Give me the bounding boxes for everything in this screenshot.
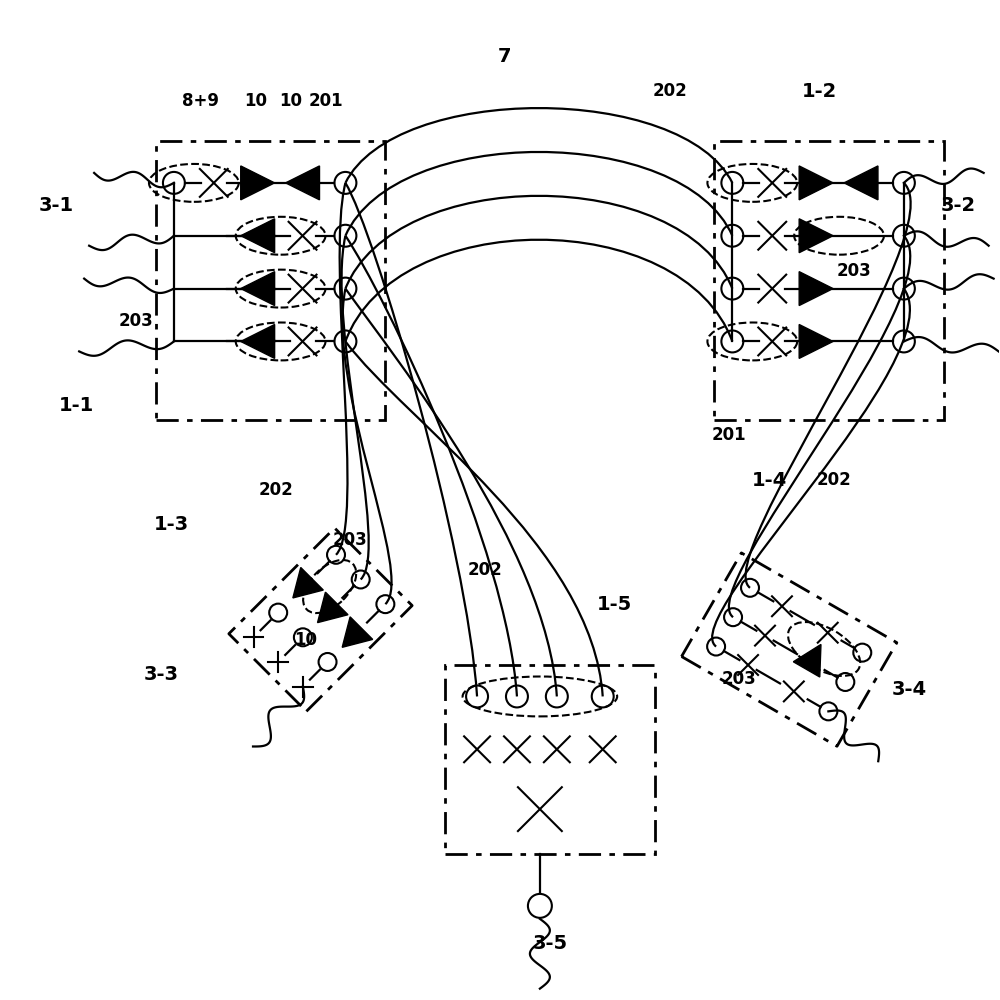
Text: 3-5: 3-5 — [532, 934, 567, 953]
Polygon shape — [241, 324, 275, 358]
Bar — [445, 665, 655, 854]
Text: 3-4: 3-4 — [891, 680, 926, 699]
Polygon shape — [293, 567, 323, 598]
Text: 201: 201 — [712, 426, 747, 444]
Polygon shape — [793, 644, 821, 677]
Text: 3-1: 3-1 — [39, 196, 74, 215]
Text: 3-3: 3-3 — [143, 665, 178, 684]
Text: 1-5: 1-5 — [597, 595, 632, 614]
Polygon shape — [241, 219, 275, 253]
Text: 1-2: 1-2 — [801, 82, 837, 101]
Text: 203: 203 — [837, 262, 871, 280]
Polygon shape — [241, 166, 275, 200]
Text: 202: 202 — [468, 561, 502, 579]
Text: 1-1: 1-1 — [59, 396, 94, 415]
Polygon shape — [286, 166, 320, 200]
Text: 1-4: 1-4 — [752, 471, 787, 490]
Text: 10: 10 — [244, 92, 267, 110]
Text: 203: 203 — [333, 531, 368, 549]
Polygon shape — [799, 272, 833, 306]
Polygon shape — [844, 166, 878, 200]
Text: 203: 203 — [722, 670, 757, 688]
Polygon shape — [799, 324, 833, 358]
Polygon shape — [342, 617, 373, 647]
Text: 201: 201 — [308, 92, 343, 110]
Polygon shape — [799, 219, 833, 253]
Polygon shape — [241, 272, 275, 306]
Text: 3-2: 3-2 — [941, 196, 976, 215]
Polygon shape — [318, 592, 348, 623]
Polygon shape — [799, 166, 833, 200]
Text: 1-3: 1-3 — [153, 515, 188, 534]
Bar — [714, 141, 944, 420]
Text: 202: 202 — [817, 471, 851, 489]
Text: 10: 10 — [279, 92, 302, 110]
Text: 10: 10 — [294, 631, 317, 649]
Text: 7: 7 — [498, 47, 512, 66]
Text: 202: 202 — [258, 481, 293, 499]
Text: 8+9: 8+9 — [182, 92, 219, 110]
Text: 202: 202 — [652, 82, 687, 100]
Text: 203: 203 — [119, 312, 153, 330]
Bar — [156, 141, 385, 420]
